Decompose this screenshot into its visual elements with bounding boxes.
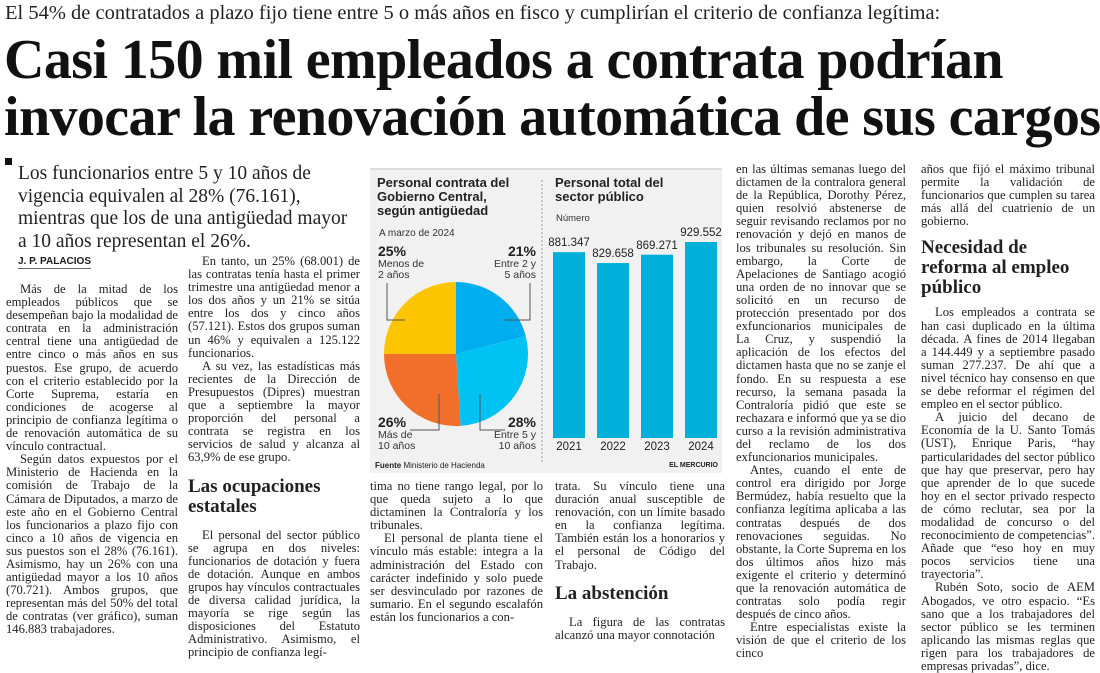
paragraph: Rubén Soto, socio de AEM Abogados, ve ot… bbox=[921, 580, 1095, 673]
kicker: El 54% de contratados a plazo fijo tiene… bbox=[5, 2, 941, 24]
column-4: trata. Su vínculo tiene una duración anu… bbox=[555, 479, 725, 642]
column-5: en las últimas semanas luego del dictame… bbox=[736, 162, 906, 661]
bar-year-label: 2024 bbox=[688, 441, 714, 453]
slice-entre-2-5 bbox=[456, 282, 526, 354]
paragraph: El personal del sector público se agrupa… bbox=[188, 527, 360, 660]
deck-marker bbox=[5, 158, 12, 165]
bar-2021 bbox=[553, 252, 585, 438]
leader-line bbox=[386, 283, 405, 321]
deck: Los funcionarios entre 5 y 10 años de vi… bbox=[18, 163, 348, 252]
paragraph: El personal de planta tiene el vínculo m… bbox=[370, 531, 543, 624]
bar-year-label: 2021 bbox=[556, 441, 582, 453]
paragraph: Según datos expuestos por el Ministerio … bbox=[6, 452, 178, 637]
subheading: Necesidad de reforma al empleo público bbox=[921, 237, 1070, 299]
bar-year-label: 2022 bbox=[600, 441, 626, 453]
paragraph: En tanto, un 25% (68.001) de las contrat… bbox=[188, 254, 360, 360]
headline-line-1: Casi 150 mil empleados a contrata podría… bbox=[4, 29, 1004, 91]
slice-mas-10 bbox=[384, 354, 461, 426]
source-line: Fuente Ministerio de Hacienda bbox=[375, 461, 485, 470]
infographic: Personal contrata del Gobierno Central, … bbox=[370, 168, 722, 473]
bar-title: Personal total del sector público bbox=[555, 175, 664, 204]
column-2: En tanto, un 25% (68.001) de las contrat… bbox=[188, 254, 360, 660]
slice-menos-2 bbox=[384, 282, 456, 354]
paragraph: A su vez, las estadísticas más recientes… bbox=[188, 358, 360, 465]
bar-value-label: 881.347 bbox=[548, 237, 590, 250]
bar-2022 bbox=[597, 263, 629, 438]
paragraph: Entre especialistas existe la visión de … bbox=[736, 620, 906, 661]
bar-2024 bbox=[685, 242, 717, 438]
slice-label-5-10: 28% Entre 5 y 10 años bbox=[493, 414, 536, 452]
slice-label-mas-10: 26% Más de 10 años bbox=[378, 414, 416, 452]
bar-value-label: 929.552 bbox=[680, 227, 722, 239]
bar-2023 bbox=[641, 254, 673, 438]
leader-line bbox=[479, 394, 505, 431]
paragraph: Antes, cuando el ente de control era dir… bbox=[736, 463, 906, 622]
leader-line bbox=[505, 283, 531, 321]
paragraph: años que fijó el máximo tribunal permite… bbox=[921, 162, 1095, 229]
leader-line bbox=[410, 394, 440, 431]
paragraph: A juicio del decano de Economía de la U.… bbox=[921, 410, 1095, 582]
paragraph: tima no tiene rango legal, por lo que qu… bbox=[370, 479, 543, 533]
subheading: La abstención bbox=[555, 582, 669, 604]
paragraph: trata. Su vínculo tiene una duración anu… bbox=[555, 479, 725, 572]
bar-ylabel: Número bbox=[556, 213, 590, 224]
paragraph: Los empleados a contrata se han casi dup… bbox=[921, 305, 1095, 412]
paragraph: Más de la mitad de los empleados público… bbox=[6, 282, 178, 454]
paragraph: en las últimas semanas luego del dictame… bbox=[736, 162, 906, 465]
bar-value-label: 869.271 bbox=[636, 239, 678, 252]
headline-line-2: invocar la renovación automática de sus … bbox=[4, 86, 1100, 148]
bar-year-label: 2023 bbox=[644, 441, 670, 453]
bar-value-label: 829.658 bbox=[592, 248, 634, 261]
column-3: tima no tiene rango legal, por lo que qu… bbox=[370, 479, 543, 624]
pie-title: Personal contrata del Gobierno Central, … bbox=[377, 175, 510, 218]
paragraph: La figura de las contratas alcanzó una m… bbox=[555, 614, 725, 642]
column-6: años que fijó el máximo tribunal permite… bbox=[921, 162, 1095, 673]
credit: EL MERCURIO bbox=[669, 462, 718, 469]
slice-label-2-5: 21% Entre 2 y 5 años bbox=[493, 243, 536, 281]
byline: J. P. PALACIOS bbox=[18, 256, 91, 269]
column-1: Más de la mitad de los empleados público… bbox=[6, 282, 178, 637]
chart-graphics bbox=[384, 180, 717, 462]
subheading: Las ocupaciones estatales bbox=[188, 475, 321, 517]
pie-subtitle: A marzo de 2024 bbox=[379, 228, 455, 239]
slice-entre-5-10 bbox=[456, 336, 528, 426]
slice-label-menos-2: 25% Menos de 2 años bbox=[378, 243, 425, 281]
